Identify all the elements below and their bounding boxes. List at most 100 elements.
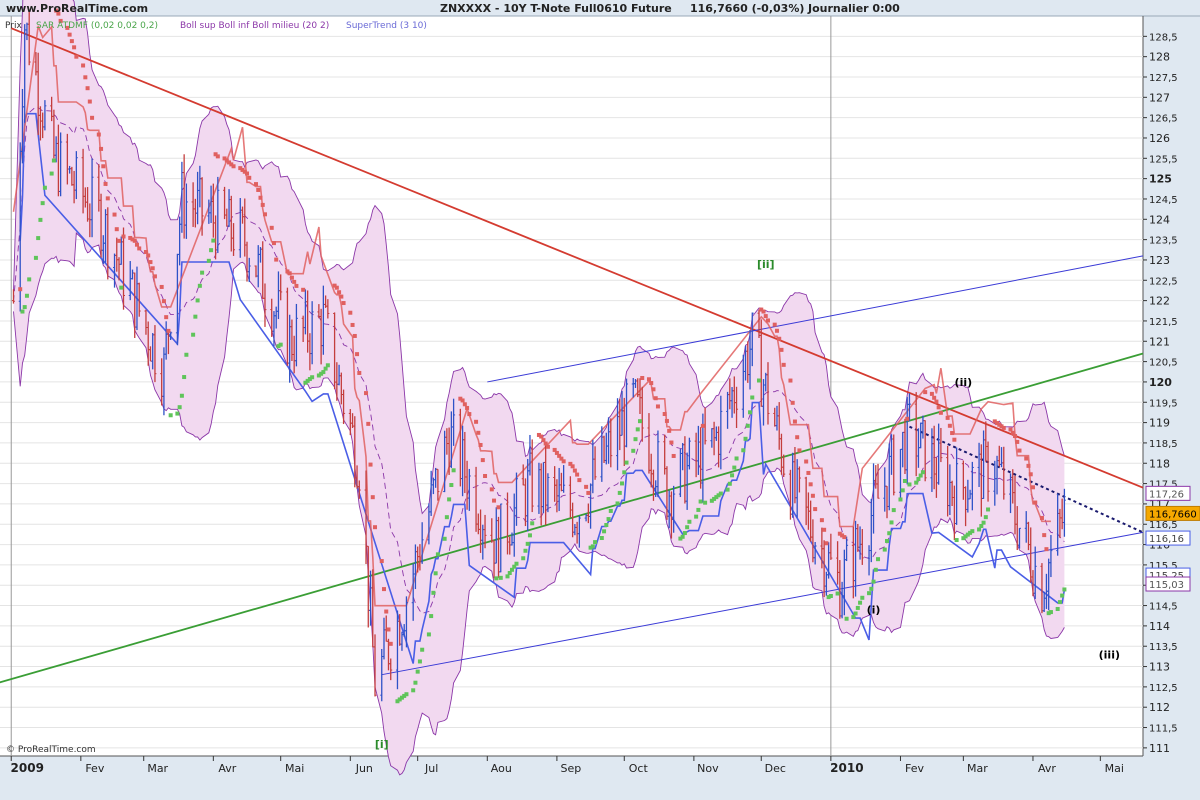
sar-dot bbox=[871, 579, 876, 584]
sar-dot bbox=[559, 456, 564, 461]
sar-dot bbox=[873, 567, 878, 572]
wave-label: (ii) bbox=[955, 376, 973, 389]
sar-dot bbox=[995, 421, 1000, 426]
sar-dot bbox=[1001, 425, 1006, 430]
sar-dot bbox=[602, 529, 607, 534]
ohlc-bar bbox=[986, 441, 990, 502]
sar-dot bbox=[332, 283, 337, 288]
sar-dot bbox=[130, 237, 135, 242]
sar-dot bbox=[103, 181, 108, 186]
sar-dot bbox=[42, 185, 47, 190]
sar-dot bbox=[240, 167, 245, 172]
sar-dot bbox=[395, 699, 400, 704]
sar-dot bbox=[698, 499, 703, 504]
sar-dot bbox=[1042, 533, 1047, 538]
ohlc-bar bbox=[577, 515, 581, 548]
y-tick-label: 128,5 bbox=[1149, 32, 1178, 43]
sar-dot bbox=[788, 378, 793, 383]
sar-dot bbox=[604, 523, 609, 528]
sar-dot bbox=[480, 458, 485, 463]
sar-dot bbox=[777, 336, 782, 341]
sar-dot bbox=[999, 424, 1004, 429]
sar-dot bbox=[992, 419, 997, 424]
sar-dot bbox=[622, 470, 627, 475]
sar-dot bbox=[368, 462, 373, 467]
price-tag-label: 115,03 bbox=[1149, 580, 1184, 591]
sar-dot bbox=[447, 497, 452, 502]
sar-dot bbox=[792, 419, 797, 424]
sar-dot bbox=[570, 464, 575, 469]
y-tick-label: 115,5 bbox=[1149, 561, 1178, 572]
sar-dot bbox=[1044, 547, 1049, 552]
sar-dot bbox=[134, 242, 139, 247]
sar-dot bbox=[633, 437, 638, 442]
sar-dot bbox=[905, 416, 910, 421]
sar-dot bbox=[83, 75, 88, 80]
y-tick-label: 120,5 bbox=[1149, 358, 1178, 369]
sar-dot bbox=[227, 160, 232, 165]
sar-dot bbox=[150, 266, 155, 271]
sar-dot bbox=[732, 465, 737, 470]
sar-dot bbox=[494, 576, 499, 581]
sar-dot bbox=[923, 390, 928, 395]
supertrend-legend: SuperTrend (3 10) bbox=[346, 21, 427, 31]
sar-dot bbox=[417, 659, 422, 664]
sar-dot bbox=[1039, 515, 1044, 520]
sar-dot bbox=[858, 600, 863, 605]
y-tick-label: 121,5 bbox=[1149, 317, 1178, 328]
sar-dot bbox=[790, 400, 795, 405]
y-tick-label: 125,5 bbox=[1149, 154, 1178, 165]
ohlc-bar bbox=[216, 176, 220, 254]
sar-dot bbox=[483, 474, 488, 479]
sar-dot bbox=[669, 440, 674, 445]
sar-dot bbox=[307, 377, 312, 382]
sar-dot bbox=[734, 456, 739, 461]
y-tick-label: 113,5 bbox=[1149, 642, 1178, 653]
sar-dot bbox=[177, 405, 182, 410]
sar-dot bbox=[33, 255, 38, 260]
wave-label: (i) bbox=[867, 604, 881, 617]
sar-dot bbox=[256, 187, 261, 192]
sar-dot bbox=[757, 378, 762, 383]
sar-dot bbox=[539, 434, 544, 439]
sar-dot bbox=[826, 595, 831, 600]
sar-dot bbox=[822, 527, 827, 532]
sar-dot bbox=[714, 495, 719, 500]
x-tick-label: Dec bbox=[765, 762, 786, 775]
ohlc-bar bbox=[860, 529, 864, 565]
sar-dot bbox=[213, 152, 218, 157]
ohlc-bar bbox=[452, 398, 456, 446]
sar-dot bbox=[772, 322, 777, 327]
sar-dot bbox=[572, 468, 577, 473]
sar-dot bbox=[840, 533, 845, 538]
sar-dot bbox=[712, 496, 717, 501]
sar-dot bbox=[1024, 456, 1029, 461]
x-tick-label: Avr bbox=[218, 762, 236, 775]
ohlc-bar bbox=[735, 386, 739, 429]
sar-dot bbox=[965, 532, 970, 537]
sar-dot bbox=[963, 534, 968, 539]
sar-dot bbox=[411, 688, 416, 693]
sar-dot bbox=[835, 591, 840, 596]
y-tick-label: 126 bbox=[1149, 132, 1170, 145]
sar-dot bbox=[997, 422, 1002, 427]
sar-dot bbox=[74, 54, 79, 59]
ohlc-bar bbox=[593, 446, 597, 480]
site-label[interactable]: www.ProRealTime.com bbox=[6, 2, 148, 15]
sar-dot bbox=[680, 534, 685, 539]
sar-dot bbox=[945, 415, 950, 420]
ohlc-bar bbox=[656, 430, 660, 498]
sar-dot bbox=[554, 450, 559, 455]
sar-dot bbox=[413, 680, 418, 685]
sar-dot bbox=[561, 459, 566, 464]
sar-dot bbox=[462, 402, 467, 407]
ohlc-bar bbox=[970, 461, 974, 511]
sar-dot bbox=[355, 352, 360, 357]
sar-dot bbox=[819, 518, 824, 523]
ohlc-bar bbox=[499, 503, 503, 573]
sar-dot bbox=[543, 441, 548, 446]
sar-dot bbox=[687, 519, 692, 524]
sar-dot bbox=[575, 472, 580, 477]
y-tick-label: 122,5 bbox=[1149, 276, 1178, 287]
